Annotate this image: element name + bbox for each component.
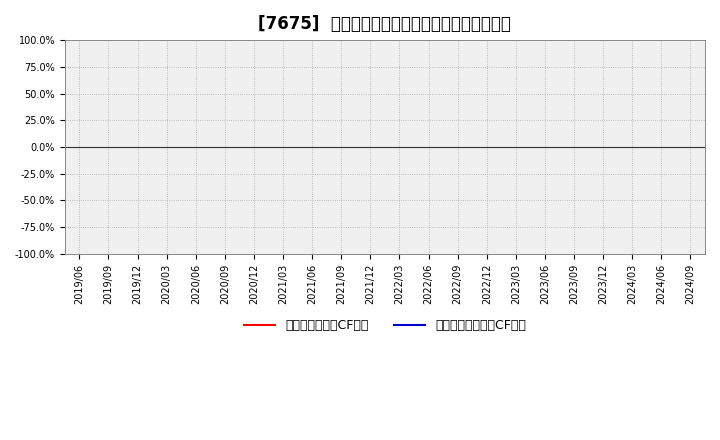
Title: [7675]  有利子負債キャッシュフロー比率の推移: [7675] 有利子負債キャッシュフロー比率の推移 [258,15,511,33]
Legend: 有利子負債営業CF比率, 有利子負債フリーCF比率: 有利子負債営業CF比率, 有利子負債フリーCF比率 [239,314,531,337]
